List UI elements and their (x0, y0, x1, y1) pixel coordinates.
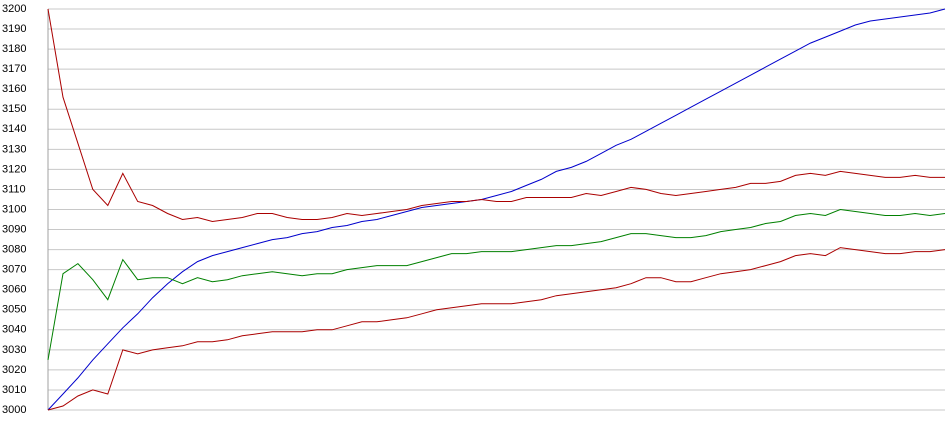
series-line (47, 247, 946, 411)
y-tick-label: 3020 (2, 364, 26, 376)
y-tick-label: 3010 (2, 384, 26, 396)
y-tick-label: 3140 (2, 123, 26, 135)
y-tick-label: 3040 (2, 324, 26, 336)
y-tick-label: 3050 (2, 304, 26, 316)
y-tick-label: 3180 (2, 43, 26, 55)
y-tick-label: 3030 (2, 344, 26, 356)
y-tick-label: 3060 (2, 284, 26, 296)
y-tick-label: 3190 (2, 23, 26, 35)
y-tick-label: 3100 (2, 203, 26, 215)
series-line (47, 208, 946, 360)
y-tick-label: 3120 (2, 163, 26, 175)
y-tick-label: 3160 (2, 83, 26, 95)
y-tick-label: 3000 (2, 404, 26, 416)
series-line (47, 8, 946, 411)
series-line (47, 8, 945, 223)
y-tick-label: 3200 (2, 3, 26, 15)
y-tick-label: 3170 (2, 63, 26, 75)
y-tick-label: 3070 (2, 264, 26, 276)
y-tick-label: 3080 (2, 244, 26, 256)
y-tick-label: 3150 (2, 103, 26, 115)
y-tick-label: 3130 (2, 143, 26, 155)
y-tick-label: 3090 (2, 223, 26, 235)
y-tick-label: 3110 (2, 183, 26, 195)
